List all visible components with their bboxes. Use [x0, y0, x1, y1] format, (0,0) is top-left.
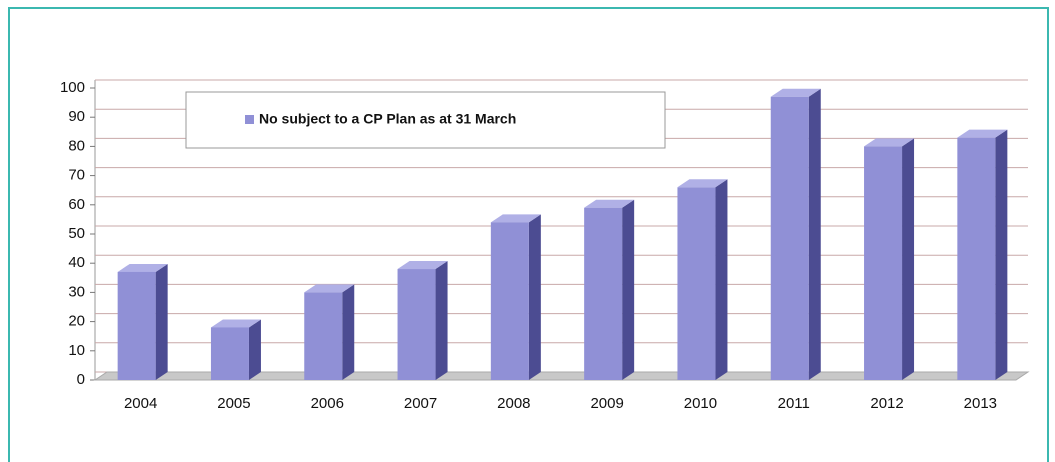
bar [117, 271, 156, 380]
x-tick-label: 2011 [778, 395, 810, 412]
y-tick-label: 30 [68, 283, 85, 300]
bar-top [677, 179, 728, 188]
bar [770, 96, 809, 380]
bar [677, 187, 716, 380]
x-tick-label: 2008 [497, 395, 530, 412]
x-tick-label: 2006 [311, 395, 344, 412]
bar-side [808, 88, 821, 380]
bar [304, 292, 343, 380]
legend-label: No subject to a CP Plan as at 31 March [259, 111, 516, 127]
bar [210, 327, 249, 380]
y-tick-label: 90 [68, 108, 85, 125]
bar-top [397, 261, 448, 270]
y-tick-label: 50 [68, 225, 85, 242]
x-tick-label: 2007 [404, 395, 437, 412]
y-tick-label: 0 [77, 371, 85, 388]
bar-side [995, 129, 1008, 380]
bar-top [210, 319, 261, 328]
y-tick-label: 40 [68, 254, 85, 271]
bar-side [248, 319, 261, 380]
bar-top [117, 263, 168, 272]
bar-top [584, 199, 635, 208]
y-tick-label: 80 [68, 137, 85, 154]
x-tick-label: 2013 [964, 395, 997, 412]
bar [864, 146, 903, 380]
legend-swatch [245, 115, 254, 124]
bar [957, 137, 996, 380]
bar [584, 207, 623, 380]
x-tick-label: 2004 [124, 395, 157, 412]
bar-side [155, 263, 168, 380]
y-tick-label: 20 [68, 313, 85, 330]
bar [490, 222, 529, 380]
bar-top [770, 88, 821, 97]
x-tick-label: 2009 [590, 395, 623, 412]
bar-top [864, 138, 915, 147]
bar-side [435, 261, 448, 380]
bar-side [715, 179, 728, 380]
x-tick-label: 2010 [684, 395, 717, 412]
y-tick-label: 70 [68, 167, 85, 184]
bar-side [528, 214, 541, 380]
legend-box [185, 91, 666, 149]
bar-side [622, 199, 635, 380]
y-tick-label: 100 [60, 79, 85, 96]
bar-top [490, 214, 541, 223]
bar-top [957, 129, 1008, 138]
x-tick-label: 2012 [870, 395, 903, 412]
x-tick-label: 2005 [217, 395, 250, 412]
bar-side [342, 284, 355, 380]
bar-top [304, 284, 355, 293]
bar [397, 269, 436, 380]
y-tick-label: 10 [68, 342, 85, 359]
bar-side [902, 138, 915, 380]
y-tick-label: 60 [68, 196, 85, 213]
